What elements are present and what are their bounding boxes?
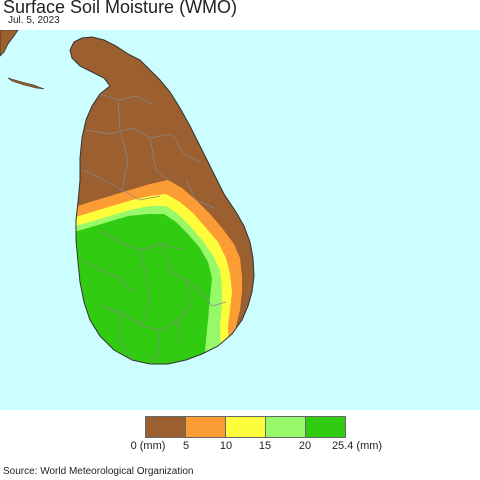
legend-swatch-20-25 bbox=[305, 417, 345, 437]
legend-swatch-0-5 bbox=[146, 417, 185, 437]
india-land bbox=[0, 30, 19, 57]
adams-bridge-island bbox=[7, 77, 45, 90]
legend-label-0: 0 (mm) bbox=[130, 440, 166, 452]
map-date: Jul. 5, 2023 bbox=[8, 15, 60, 26]
legend-label-5: 5 bbox=[182, 440, 190, 452]
legend-label-10: 10 bbox=[219, 440, 233, 452]
source-credit: Source: World Meteorological Organizatio… bbox=[3, 466, 194, 477]
legend-label-15: 15 bbox=[258, 440, 272, 452]
legend-label-20: 20 bbox=[298, 440, 312, 452]
legend-swatch-15-20 bbox=[265, 417, 305, 437]
map-title: Surface Soil Moisture (WMO) bbox=[3, 0, 238, 17]
legend-label-25: 25.4 (mm) bbox=[331, 440, 383, 452]
island-outline bbox=[69, 36, 255, 365]
district-boundaries bbox=[81, 93, 227, 365]
legend-swatch-5-10 bbox=[185, 417, 225, 437]
legend-colorbar bbox=[145, 416, 346, 438]
soil-moisture-map bbox=[0, 30, 480, 410]
legend-swatch-10-15 bbox=[225, 417, 265, 437]
